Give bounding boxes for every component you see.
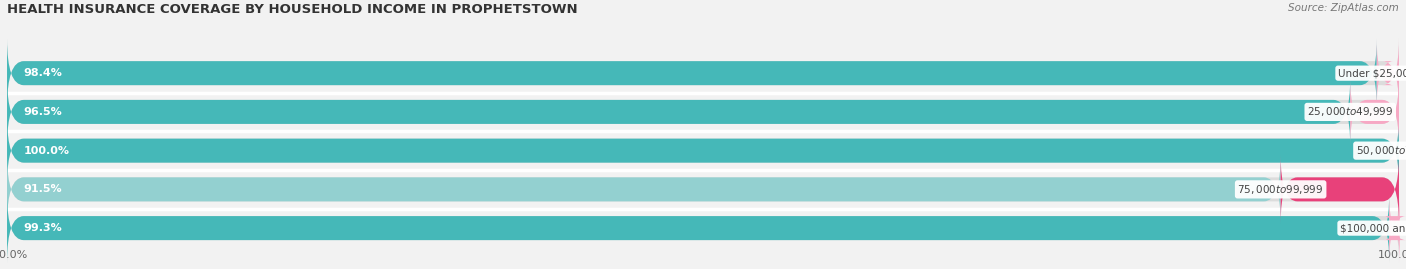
FancyBboxPatch shape — [7, 77, 1399, 146]
FancyBboxPatch shape — [1350, 77, 1399, 146]
FancyBboxPatch shape — [1281, 155, 1399, 224]
Text: 91.5%: 91.5% — [24, 184, 62, 194]
Text: $50,000 to $74,999: $50,000 to $74,999 — [1355, 144, 1406, 157]
FancyBboxPatch shape — [7, 116, 1399, 185]
FancyBboxPatch shape — [7, 39, 1399, 108]
FancyBboxPatch shape — [7, 77, 1350, 146]
Text: 98.4%: 98.4% — [24, 68, 63, 78]
Text: Source: ZipAtlas.com: Source: ZipAtlas.com — [1288, 3, 1399, 13]
FancyBboxPatch shape — [1384, 194, 1406, 263]
Text: Under $25,000: Under $25,000 — [1339, 68, 1406, 78]
FancyBboxPatch shape — [7, 155, 1281, 224]
FancyBboxPatch shape — [1376, 39, 1399, 108]
FancyBboxPatch shape — [7, 39, 1376, 108]
FancyBboxPatch shape — [7, 155, 1399, 224]
Text: 99.3%: 99.3% — [24, 223, 62, 233]
FancyBboxPatch shape — [7, 194, 1399, 263]
Text: 100.0%: 100.0% — [24, 146, 70, 156]
Text: HEALTH INSURANCE COVERAGE BY HOUSEHOLD INCOME IN PROPHETSTOWN: HEALTH INSURANCE COVERAGE BY HOUSEHOLD I… — [7, 3, 578, 16]
FancyBboxPatch shape — [7, 116, 1399, 185]
Text: $75,000 to $99,999: $75,000 to $99,999 — [1237, 183, 1324, 196]
Text: $25,000 to $49,999: $25,000 to $49,999 — [1308, 105, 1393, 118]
Text: $100,000 and over: $100,000 and over — [1340, 223, 1406, 233]
FancyBboxPatch shape — [7, 194, 1389, 263]
Text: 96.5%: 96.5% — [24, 107, 62, 117]
